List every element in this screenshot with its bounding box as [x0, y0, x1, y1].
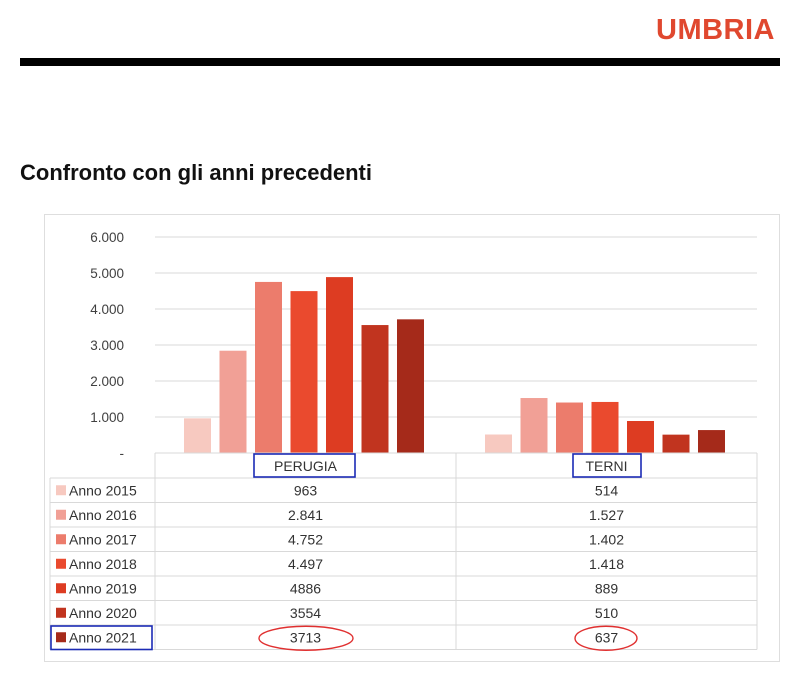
series-label: Anno 2018 — [69, 556, 137, 572]
bar-perugia-anno-2021 — [397, 319, 424, 453]
bar-terni-anno-2020 — [662, 434, 690, 453]
legend-key — [56, 509, 66, 520]
bar-perugia-anno-2017 — [255, 281, 282, 453]
data-label: 889 — [595, 580, 619, 596]
highlight-ellipse-terni-2021 — [574, 625, 638, 651]
bar-perugia-anno-2015 — [184, 418, 211, 453]
bar-perugia-anno-2018 — [290, 291, 318, 453]
y-tick-label: 3.000 — [90, 338, 124, 353]
data-label: 963 — [294, 482, 318, 498]
bar-terni-anno-2015 — [485, 434, 512, 453]
bar-terni-anno-2016 — [520, 398, 548, 453]
series-label: Anno 2021 — [69, 629, 137, 645]
bar-terni-anno-2021 — [698, 430, 725, 453]
series-label: Anno 2015 — [69, 482, 137, 498]
y-tick-label: 2.000 — [90, 374, 124, 389]
data-label: 1.402 — [589, 531, 624, 547]
bar-terni-anno-2017 — [556, 402, 583, 453]
series-label: Anno 2016 — [69, 507, 137, 523]
bar-terni-anno-2018 — [591, 401, 619, 453]
legend-key — [56, 485, 66, 496]
y-tick-label: 6.000 — [90, 230, 124, 245]
category-header-perugia: PERUGIA — [274, 458, 338, 474]
data-label: 3554 — [290, 605, 321, 621]
bar-perugia-anno-2020 — [361, 325, 389, 453]
y-tick-label: 5.000 — [90, 266, 124, 281]
bar-perugia-anno-2019 — [326, 277, 353, 453]
series-label: Anno 2017 — [69, 531, 137, 547]
data-label: 637 — [595, 629, 619, 645]
section-title: Confronto con gli anni precedenti — [20, 160, 372, 185]
highlight-box-terni — [572, 453, 642, 478]
data-label: 4.497 — [288, 556, 323, 572]
legend-key — [56, 534, 66, 545]
header-rule — [20, 58, 780, 66]
highlight-ellipse-perugia-2021 — [258, 625, 354, 651]
y-tick-label: 4.000 — [90, 302, 124, 317]
region-title: UMBRIA — [656, 14, 775, 46]
series-label: Anno 2020 — [69, 605, 137, 621]
highlight-box-anno-2021 — [50, 625, 153, 651]
data-label: 2.841 — [288, 507, 323, 523]
data-label: 1.418 — [589, 556, 624, 572]
series-label: Anno 2019 — [69, 580, 137, 596]
legend-key — [56, 583, 66, 594]
data-label: 1.527 — [589, 507, 624, 523]
y-tick-label: 1.000 — [90, 410, 124, 425]
data-label: 3713 — [290, 629, 321, 645]
data-label: 510 — [595, 605, 619, 621]
bar-terni-anno-2019 — [627, 420, 654, 453]
bar-perugia-anno-2016 — [219, 350, 247, 453]
legend-key — [56, 607, 66, 618]
legend-key — [56, 632, 66, 643]
highlight-box-perugia — [253, 453, 356, 478]
category-header-terni: TERNI — [586, 458, 628, 474]
y-tick-label: - — [120, 446, 125, 461]
data-label: 4.752 — [288, 531, 323, 547]
data-label: 514 — [595, 482, 619, 498]
data-label: 4886 — [290, 580, 321, 596]
legend-key — [56, 558, 66, 569]
